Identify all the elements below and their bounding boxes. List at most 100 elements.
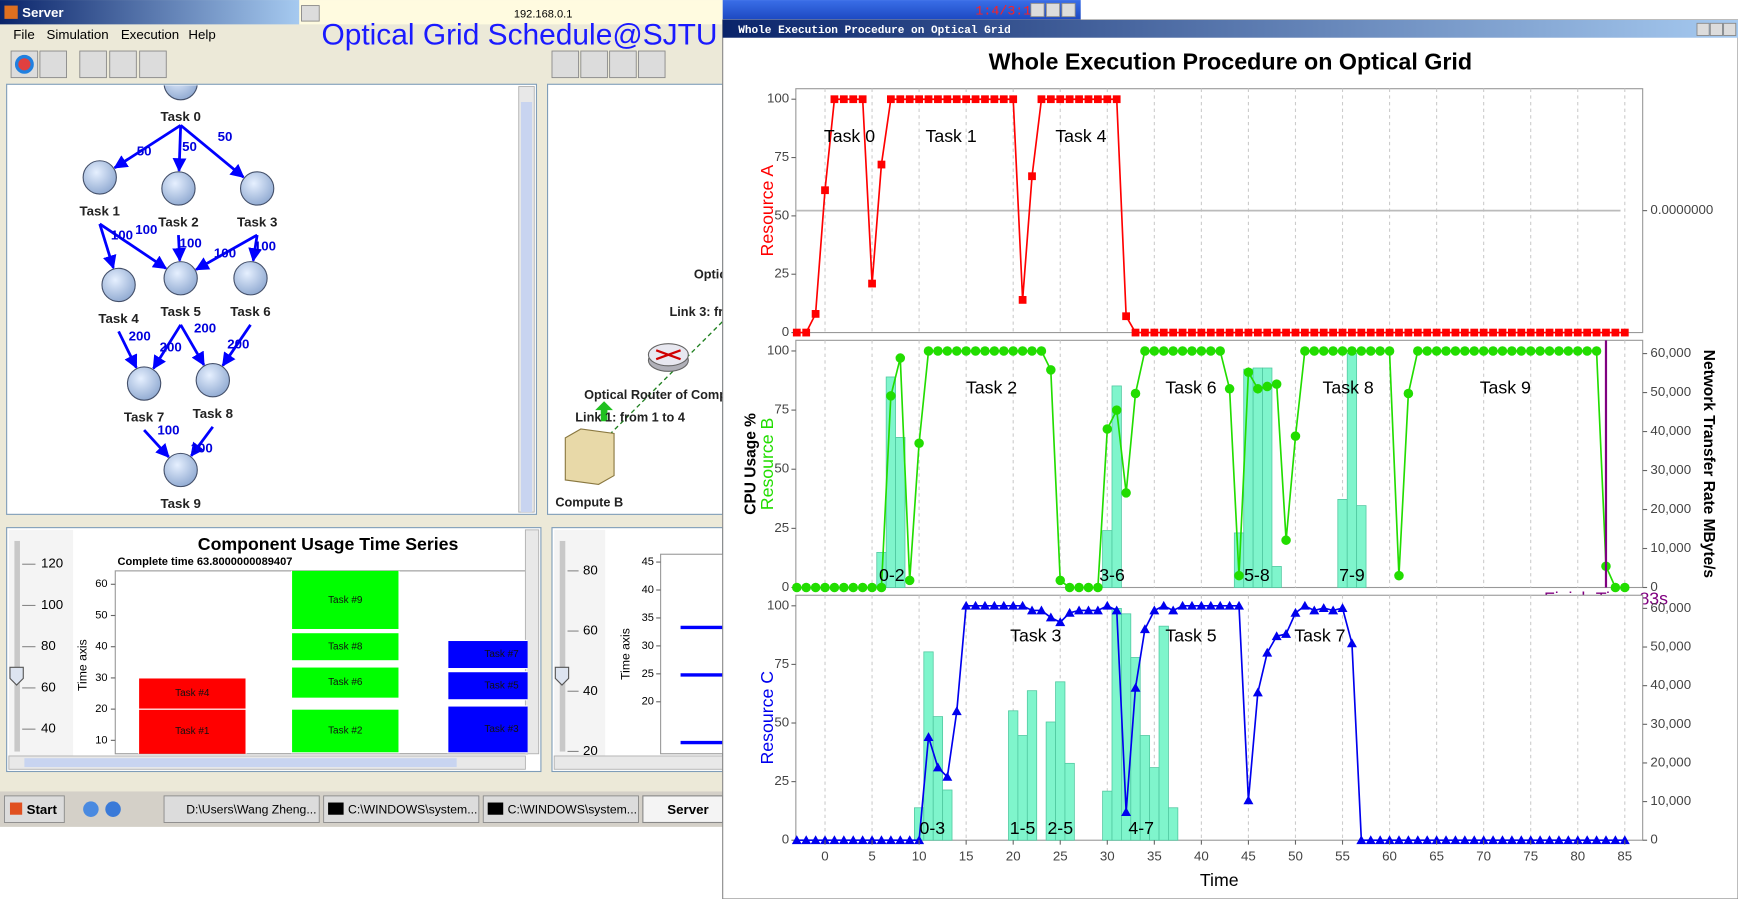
y-tick-label: 100 bbox=[767, 91, 789, 106]
marker bbox=[1272, 379, 1282, 389]
marker bbox=[914, 438, 924, 448]
task-label: Server bbox=[667, 802, 708, 817]
marker bbox=[1423, 329, 1431, 337]
y2-tick-label: 20,000 bbox=[1650, 754, 1691, 769]
y2-tick-label: 30,000 bbox=[1650, 716, 1691, 731]
marker bbox=[1198, 329, 1206, 337]
y-axis-label: Time axis bbox=[75, 639, 89, 691]
y-tick-label: 25 bbox=[774, 266, 789, 281]
marker bbox=[1527, 329, 1535, 337]
component-plot-2 bbox=[661, 554, 728, 754]
app-icon bbox=[4, 6, 17, 19]
marker bbox=[1413, 346, 1423, 356]
slider-track[interactable] bbox=[14, 541, 20, 752]
dag-node bbox=[164, 453, 197, 486]
tool-button[interactable] bbox=[80, 51, 107, 78]
tool-button[interactable] bbox=[40, 51, 67, 78]
marker bbox=[1075, 95, 1083, 103]
menu-item[interactable]: Simulation bbox=[47, 27, 109, 42]
dag-node-label: Task 3 bbox=[237, 214, 277, 229]
marker bbox=[1103, 95, 1111, 103]
tool-icon bbox=[17, 57, 33, 73]
menu-item[interactable]: Execution bbox=[121, 27, 179, 42]
marker bbox=[1132, 329, 1140, 337]
marker bbox=[1452, 329, 1460, 337]
edge-weight: 200 bbox=[194, 321, 216, 336]
marker bbox=[1320, 329, 1328, 337]
marker bbox=[1592, 346, 1602, 356]
marker bbox=[1357, 346, 1367, 356]
y-tick-label: 100 bbox=[767, 342, 789, 357]
menu-item[interactable]: Help bbox=[188, 27, 215, 42]
marker bbox=[1197, 346, 1207, 356]
tool-button[interactable] bbox=[581, 51, 608, 78]
edge-weight: 100 bbox=[214, 245, 236, 260]
marker bbox=[933, 346, 943, 356]
zoom-in-button[interactable] bbox=[110, 51, 137, 78]
tool-button[interactable] bbox=[552, 51, 579, 78]
window-button[interactable] bbox=[1046, 3, 1059, 16]
marker bbox=[1386, 329, 1394, 337]
marker bbox=[896, 353, 906, 363]
window-button[interactable] bbox=[1062, 3, 1075, 16]
marker bbox=[1488, 346, 1498, 356]
marker bbox=[1347, 346, 1357, 356]
marker bbox=[831, 95, 839, 103]
scroll-thumb[interactable] bbox=[521, 102, 532, 512]
y-axis-label: Time axis bbox=[618, 628, 632, 680]
window-button[interactable] bbox=[1724, 23, 1736, 35]
marker bbox=[1461, 329, 1469, 337]
dag-node bbox=[196, 364, 229, 397]
marker bbox=[1000, 95, 1008, 103]
marker bbox=[839, 583, 849, 593]
network-label: Optic bbox=[694, 266, 727, 281]
slider-track[interactable] bbox=[560, 541, 566, 752]
dag-node-label: Task 1 bbox=[80, 203, 121, 218]
marker bbox=[1404, 389, 1414, 399]
marker bbox=[1244, 367, 1254, 377]
menu-item[interactable]: File bbox=[13, 27, 34, 42]
marker bbox=[999, 346, 1009, 356]
window-button[interactable] bbox=[1710, 23, 1722, 35]
marker bbox=[1282, 329, 1290, 337]
annotation: Task 8 bbox=[1323, 377, 1374, 397]
scrollbar[interactable] bbox=[554, 756, 722, 769]
marker bbox=[1479, 346, 1489, 356]
marker bbox=[1507, 346, 1517, 356]
marker bbox=[1442, 329, 1450, 337]
transfer-bar bbox=[1103, 791, 1112, 840]
window-button[interactable] bbox=[1031, 3, 1044, 16]
dag-node bbox=[162, 172, 195, 205]
marker bbox=[1480, 329, 1488, 337]
marker bbox=[934, 95, 942, 103]
pin-button[interactable] bbox=[301, 6, 319, 22]
zoom-out-button[interactable] bbox=[140, 51, 167, 78]
marker bbox=[1432, 346, 1442, 356]
marker bbox=[971, 346, 981, 356]
y-tick-label: 75 bbox=[774, 402, 789, 417]
start-logo bbox=[10, 803, 22, 815]
quick-launch-icon[interactable] bbox=[83, 801, 99, 817]
quick-launch-icon[interactable] bbox=[105, 801, 121, 817]
zoom-out-button[interactable] bbox=[638, 51, 665, 78]
marker bbox=[1338, 346, 1348, 356]
y-tick-label: 20 bbox=[95, 703, 107, 715]
marker bbox=[1300, 346, 1310, 356]
y2-tick-label: 50,000 bbox=[1650, 639, 1691, 654]
marker bbox=[990, 95, 998, 103]
edge-weight: 200 bbox=[160, 340, 182, 355]
slider-tick-label: 40 bbox=[583, 683, 598, 698]
network-label: Link 3: fr bbox=[669, 304, 723, 319]
marker bbox=[858, 583, 868, 593]
x-tick-label: 60 bbox=[1382, 848, 1397, 863]
scroll-thumb[interactable] bbox=[24, 758, 456, 767]
banner: Optical Grid Schedule@SJTU bbox=[321, 19, 717, 52]
marker bbox=[1546, 329, 1554, 337]
marker bbox=[1422, 346, 1432, 356]
task-bar-label: Task #1 bbox=[175, 726, 210, 737]
status-text: 1:4/3:1 bbox=[975, 4, 1031, 19]
zoom-in-button[interactable] bbox=[610, 51, 637, 78]
marker bbox=[1395, 329, 1403, 337]
window-button[interactable] bbox=[1697, 23, 1709, 35]
x-tick-label: 5 bbox=[868, 848, 875, 863]
